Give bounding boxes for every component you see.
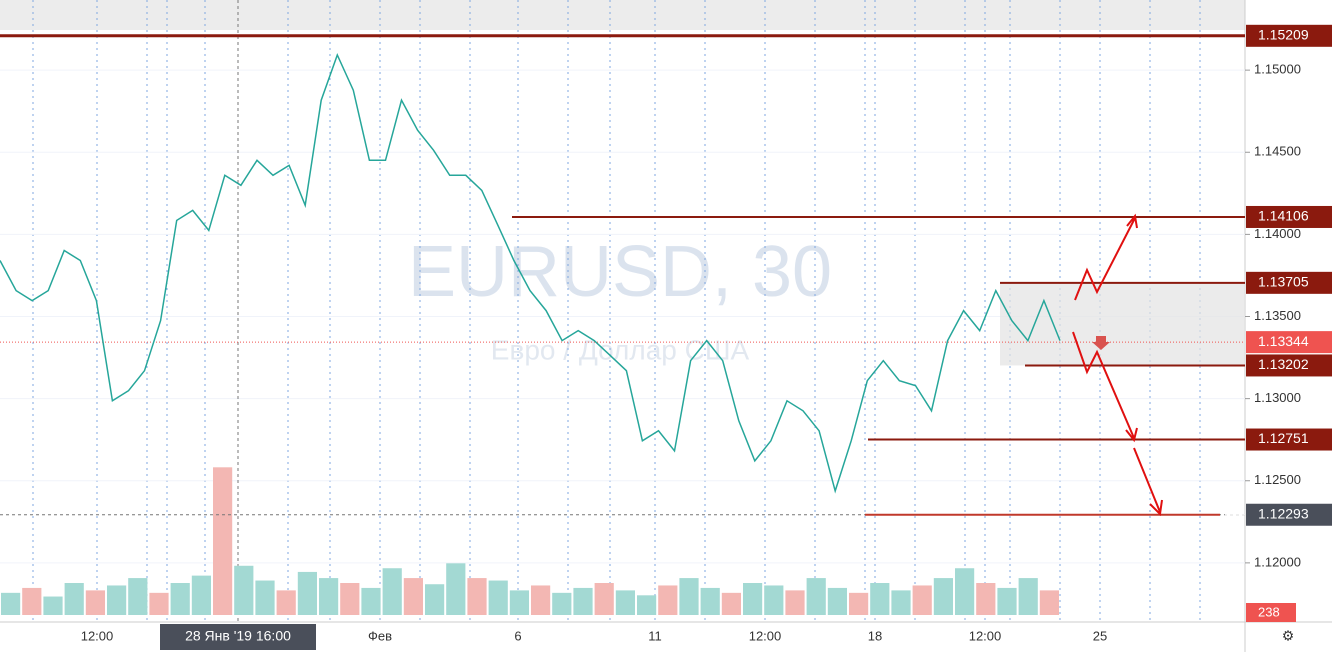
volume-bar — [107, 585, 127, 615]
settings-icon[interactable]: ⚙ — [1282, 628, 1295, 644]
crosshair-cursor — [1225, 504, 1245, 525]
under-layer — [0, 0, 1245, 622]
volume-bar — [806, 578, 826, 615]
x-tick-label: 6 — [514, 628, 521, 643]
level-label: 1.14106 — [1258, 208, 1309, 224]
volume-bar — [764, 585, 784, 615]
volume-bar — [1018, 578, 1038, 615]
main-layer — [0, 34, 1245, 525]
volume-bar — [128, 578, 148, 615]
y-tick-label: 1.12000 — [1254, 554, 1301, 569]
volume-bar — [615, 590, 635, 615]
volume-bar — [425, 584, 445, 615]
volume-bar — [276, 590, 296, 615]
volume-bar — [573, 587, 593, 615]
x-tick-label: 12:00 — [81, 628, 114, 643]
current-price-box — [1246, 331, 1332, 354]
volume-bar — [933, 578, 953, 615]
level-label-box — [1246, 503, 1332, 526]
volume-bar — [297, 571, 317, 615]
volume-bar — [912, 585, 932, 615]
volume-bar — [255, 580, 275, 615]
x-tick-label: 25 — [1093, 628, 1107, 643]
top-band — [0, 0, 1245, 30]
volume-bar — [891, 590, 911, 615]
volume-bar — [827, 587, 847, 615]
volume-bar — [658, 585, 678, 615]
volume-bar — [340, 583, 360, 615]
volume-bar — [213, 467, 233, 615]
volume-bar — [531, 585, 551, 615]
crosshair-time-label: 28 Янв '19 16:00 — [185, 628, 291, 644]
arrow-up — [1074, 213, 1138, 301]
volume-bar — [488, 580, 508, 615]
volume-bar — [403, 578, 423, 615]
y-tick-label: 1.14500 — [1254, 144, 1301, 159]
volume-bar — [319, 578, 339, 615]
volume-bar — [679, 578, 699, 615]
level-label-box — [1246, 205, 1332, 228]
level-label: 1.13202 — [1258, 356, 1309, 372]
level-label-box — [1246, 271, 1332, 294]
x-tick-label: 12:00 — [969, 628, 1002, 643]
volume-bar — [85, 590, 105, 615]
volume-bar — [552, 592, 572, 615]
y-tick-label: 1.13500 — [1254, 308, 1301, 323]
volume-bar — [955, 568, 975, 615]
watermark-title: EURUSD, 30 — [408, 232, 832, 312]
level-label-box — [1246, 24, 1332, 47]
y-tick-label: 1.13000 — [1254, 390, 1301, 405]
volume-bar — [976, 583, 996, 615]
price-line — [0, 53, 1061, 494]
forecast-arrows — [1072, 213, 1163, 517]
level-label: 1.13705 — [1258, 274, 1309, 290]
x-tick-label: 12:00 — [749, 628, 782, 643]
volume-bar — [637, 595, 657, 615]
volume-bar — [149, 592, 169, 615]
x-tick-label: 11 — [648, 628, 662, 643]
volume-bar — [382, 568, 402, 615]
volume-bar — [234, 565, 254, 615]
y-tick-label: 1.15000 — [1254, 62, 1301, 77]
level-label-box — [1246, 354, 1332, 377]
volume-bar — [43, 596, 63, 615]
volume-bar — [170, 583, 190, 615]
volume-last-label: 238 — [1258, 604, 1280, 619]
volume-bar — [64, 583, 84, 615]
volume-bar — [467, 578, 487, 615]
arrow-down — [1072, 331, 1138, 443]
volume-bar — [594, 583, 614, 615]
x-tick-label: Фев — [368, 628, 392, 643]
volume-bar — [446, 563, 466, 615]
volume-bar — [509, 590, 529, 615]
volume-bar — [870, 583, 890, 615]
watermark-subtitle: Евро / Доллар США — [491, 334, 750, 365]
current-price-label: 1.13344 — [1258, 333, 1309, 349]
sell-marker — [1092, 336, 1110, 350]
volume-bar — [1, 592, 21, 615]
volume-last-box — [1246, 603, 1296, 622]
volume-bar — [1039, 590, 1059, 615]
y-tick-label: 1.14000 — [1254, 226, 1301, 241]
volume-bar — [22, 587, 42, 615]
crosshair-time-box — [160, 624, 316, 650]
arrow-down-2 — [1133, 447, 1163, 517]
volume-bar — [849, 592, 869, 615]
level-label: 1.12293 — [1258, 505, 1309, 521]
volume-bar — [743, 583, 763, 615]
volume-bar — [721, 592, 741, 615]
volume-bar — [361, 587, 381, 615]
level-label-box — [1246, 428, 1332, 451]
volume-bar — [997, 587, 1017, 615]
y-tick-label: 1.12500 — [1254, 472, 1301, 487]
level-label: 1.12751 — [1258, 430, 1309, 446]
x-tick-label: 18 — [868, 628, 882, 643]
level-label: 1.15209 — [1258, 27, 1309, 43]
volume-bar — [700, 587, 720, 615]
axis-layer: 1.12000 1.12500 1.13000 1.13500 1.14000 1.145… — [81, 24, 1332, 650]
volume-bar — [785, 590, 805, 615]
range-box — [1000, 282, 1245, 366]
volume-bar — [191, 575, 211, 615]
